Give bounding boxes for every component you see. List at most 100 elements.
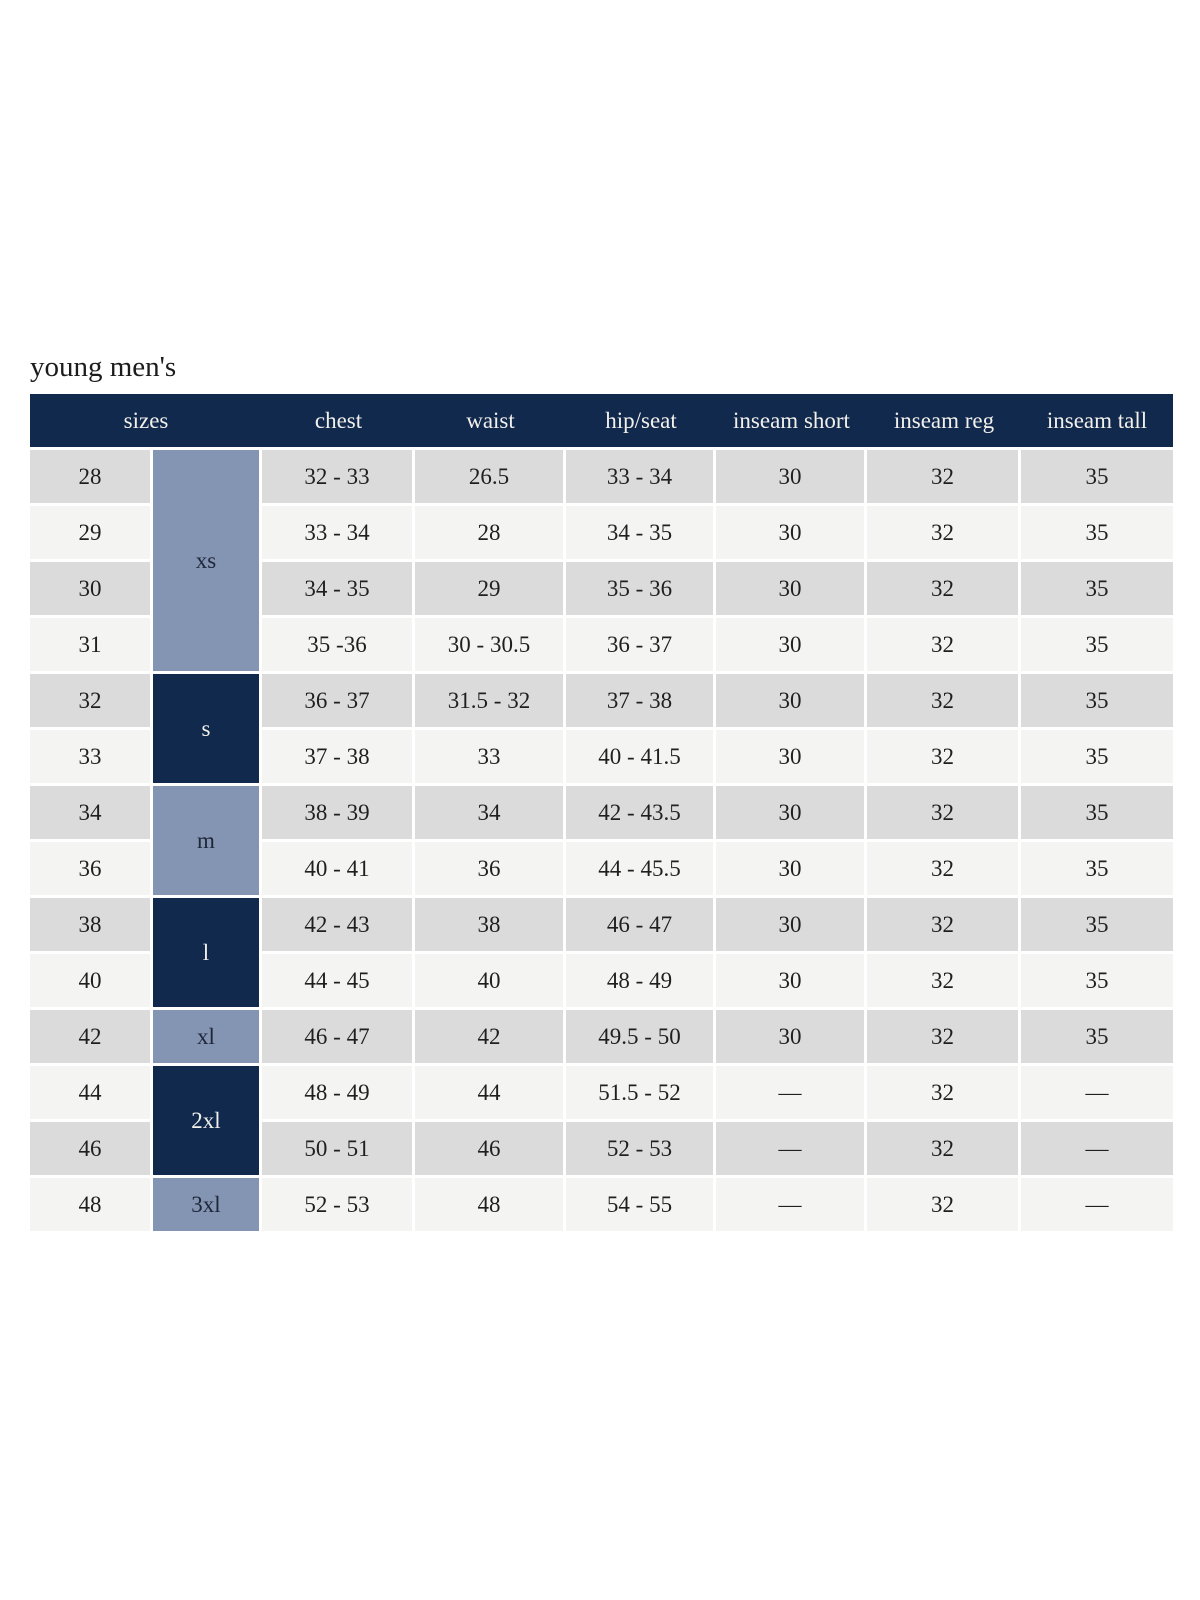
header-chest: chest [262,394,415,450]
table-row: 36 40 - 41 36 44 - 45.5 30 32 35 [30,842,1173,898]
header-waist: waist [415,394,566,450]
inseam-reg-cell: 32 [867,898,1021,954]
inseam-tall-cell: 35 [1021,898,1173,954]
hip-seat-cell: 40 - 41.5 [566,730,716,786]
size-cell: 33 [30,730,153,786]
table-row: 30 34 - 35 29 35 - 36 30 32 35 [30,562,1173,618]
chest-cell: 44 - 45 [262,954,415,1010]
size-cell: 46 [30,1122,153,1178]
inseam-tall-cell: 35 [1021,618,1173,674]
hip-seat-cell: 49.5 - 50 [566,1010,716,1066]
chest-cell: 36 - 37 [262,674,415,730]
header-hip-seat: hip/seat [566,394,716,450]
inseam-tall-cell: 35 [1021,730,1173,786]
size-cell: 32 [30,674,153,730]
inseam-tall-cell: 35 [1021,450,1173,506]
waist-cell: 26.5 [415,450,566,506]
inseam-reg-cell: 32 [867,506,1021,562]
table-row: 28 xs 32 - 33 26.5 33 - 34 30 32 35 [30,450,1173,674]
hip-seat-cell: 42 - 43.5 [566,786,716,842]
hip-seat-cell: 51.5 - 52 [566,1066,716,1122]
waist-cell: 29 [415,562,566,618]
hip-seat-cell: 35 - 36 [566,562,716,618]
table-row: 38 l 42 - 43 38 46 - 47 30 32 35 [30,898,1173,1010]
header-sizes: sizes [30,394,262,450]
group-cell-3xl: 3xl [153,1178,262,1234]
inseam-reg-cell: 32 [867,450,1021,506]
inseam-short-cell: — [716,1122,867,1178]
hip-seat-cell: 33 - 34 [566,450,716,506]
waist-cell: 44 [415,1066,566,1122]
inseam-short-cell: — [716,1066,867,1122]
chest-cell: 50 - 51 [262,1122,415,1178]
waist-cell: 36 [415,842,566,898]
hip-seat-cell: 37 - 38 [566,674,716,730]
chest-cell: 37 - 38 [262,730,415,786]
table-row: 46 50 - 51 46 52 - 53 — 32 — [30,1122,1173,1178]
inseam-tall-cell: 35 [1021,674,1173,730]
inseam-reg-cell: 32 [867,562,1021,618]
size-cell: 34 [30,786,153,842]
chest-cell: 52 - 53 [262,1178,415,1234]
inseam-tall-cell: 35 [1021,562,1173,618]
table-row: 33 37 - 38 33 40 - 41.5 30 32 35 [30,730,1173,786]
hip-seat-cell: 48 - 49 [566,954,716,1010]
hip-seat-cell: 36 - 37 [566,618,716,674]
waist-cell: 28 [415,506,566,562]
inseam-reg-cell: 32 [867,842,1021,898]
table-row: 34 m 38 - 39 34 42 - 43.5 30 32 35 [30,786,1173,898]
header-inseam-tall: inseam tall [1021,394,1173,450]
hip-seat-cell: 44 - 45.5 [566,842,716,898]
chest-cell: 35 -36 [262,618,415,674]
chest-cell: 33 - 34 [262,506,415,562]
inseam-tall-cell: 35 [1021,954,1173,1010]
size-cell: 31 [30,618,153,674]
waist-cell: 48 [415,1178,566,1234]
waist-cell: 46 [415,1122,566,1178]
group-cell-xs: xs [153,450,262,674]
page-title: young men's [30,351,177,383]
inseam-reg-cell: 32 [867,1010,1021,1066]
size-cell: 40 [30,954,153,1010]
chest-cell: 38 - 39 [262,786,415,842]
size-cell: 29 [30,506,153,562]
inseam-reg-cell: 32 [867,730,1021,786]
header-row: sizes chest waist hip/seat inseam short … [30,394,1173,450]
inseam-reg-cell: 32 [867,1178,1021,1234]
waist-cell: 30 - 30.5 [415,618,566,674]
group-cell-m: m [153,786,262,898]
chest-cell: 46 - 47 [262,1010,415,1066]
group-cell-s: s [153,674,262,786]
waist-cell: 42 [415,1010,566,1066]
size-cell: 48 [30,1178,153,1234]
table-row: 29 33 - 34 28 34 - 35 30 32 35 [30,506,1173,562]
inseam-reg-cell: 32 [867,786,1021,842]
size-cell: 44 [30,1066,153,1122]
inseam-short-cell: 30 [716,786,867,842]
size-cell: 38 [30,898,153,954]
header-inseam-short: inseam short [716,394,867,450]
size-cell: 42 [30,1010,153,1066]
inseam-reg-cell: 32 [867,954,1021,1010]
size-cell: 28 [30,450,153,506]
chest-cell: 32 - 33 [262,450,415,506]
inseam-short-cell: 30 [716,898,867,954]
inseam-tall-cell: — [1021,1122,1173,1178]
size-cell: 30 [30,562,153,618]
group-cell-2xl: 2xl [153,1066,262,1178]
table-row: 31 35 -36 30 - 30.5 36 - 37 30 32 35 [30,618,1173,674]
waist-cell: 34 [415,786,566,842]
inseam-reg-cell: 32 [867,1122,1021,1178]
table-row: 44 2xl 48 - 49 44 51.5 - 52 — 32 — [30,1066,1173,1178]
header-inseam-reg: inseam reg [867,394,1021,450]
inseam-tall-cell: 35 [1021,506,1173,562]
table-row: 48 3xl 52 - 53 48 54 - 55 — 32 — [30,1178,1173,1234]
inseam-short-cell: 30 [716,954,867,1010]
inseam-short-cell: 30 [716,618,867,674]
chest-cell: 40 - 41 [262,842,415,898]
inseam-reg-cell: 32 [867,1066,1021,1122]
waist-cell: 31.5 - 32 [415,674,566,730]
inseam-tall-cell: — [1021,1066,1173,1122]
waist-cell: 40 [415,954,566,1010]
